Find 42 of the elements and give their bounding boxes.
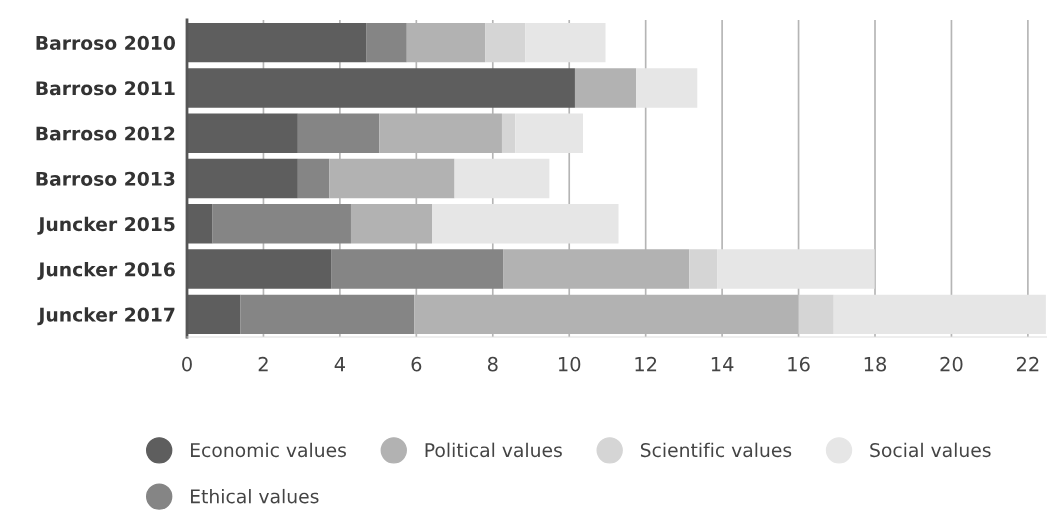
- bar: [636, 68, 698, 108]
- legend-label: Scientific values: [640, 442, 792, 458]
- bar: [717, 249, 875, 289]
- y-tick-label: Barroso 2011: [36, 81, 175, 96]
- y-tick-label: Barroso 2012: [36, 126, 175, 141]
- x-tick-label: 18: [864, 356, 887, 372]
- x-tick-label: 6: [411, 356, 422, 372]
- bar: [432, 204, 619, 244]
- legend-label: Political values: [425, 442, 562, 458]
- bar: [240, 294, 415, 335]
- legend-label: Economic values: [191, 442, 346, 458]
- x-tick-label: 4: [334, 357, 345, 372]
- bar: [485, 22, 526, 63]
- y-tick-label: Barroso 2010: [36, 35, 175, 51]
- y-tick-label: Barroso 2013: [36, 171, 175, 186]
- bar: [454, 158, 550, 199]
- x-tick-label: 22: [1016, 356, 1039, 372]
- bar: [574, 68, 637, 108]
- y-tick-label: Juncker 2017: [37, 307, 175, 326]
- x-tick-label: 12: [635, 356, 657, 372]
- bar: [212, 204, 351, 244]
- x-tick-label: 20: [940, 356, 963, 372]
- bar: [366, 22, 407, 63]
- bar: [297, 113, 380, 153]
- x-tick-label: 10: [558, 356, 581, 372]
- bar: [525, 22, 606, 63]
- x-tick-label: 16: [788, 356, 810, 372]
- bar: [515, 113, 583, 153]
- y-tick-label: Juncker 2016: [37, 261, 175, 280]
- x-tick-label: 0: [182, 356, 192, 372]
- bar: [833, 294, 1046, 335]
- bar: [297, 158, 330, 199]
- x-tick-label: 14: [711, 357, 734, 372]
- y-tick-label: Juncker 2015: [37, 216, 175, 235]
- bar: [501, 113, 516, 153]
- bar: [798, 294, 834, 335]
- bar: [689, 249, 718, 289]
- legend-label: Social values: [870, 442, 991, 458]
- x-tick-label: 2: [258, 356, 268, 372]
- x-tick-label: 8: [487, 356, 498, 372]
- bar: [331, 249, 504, 289]
- legend-label: Ethical values: [191, 488, 319, 504]
